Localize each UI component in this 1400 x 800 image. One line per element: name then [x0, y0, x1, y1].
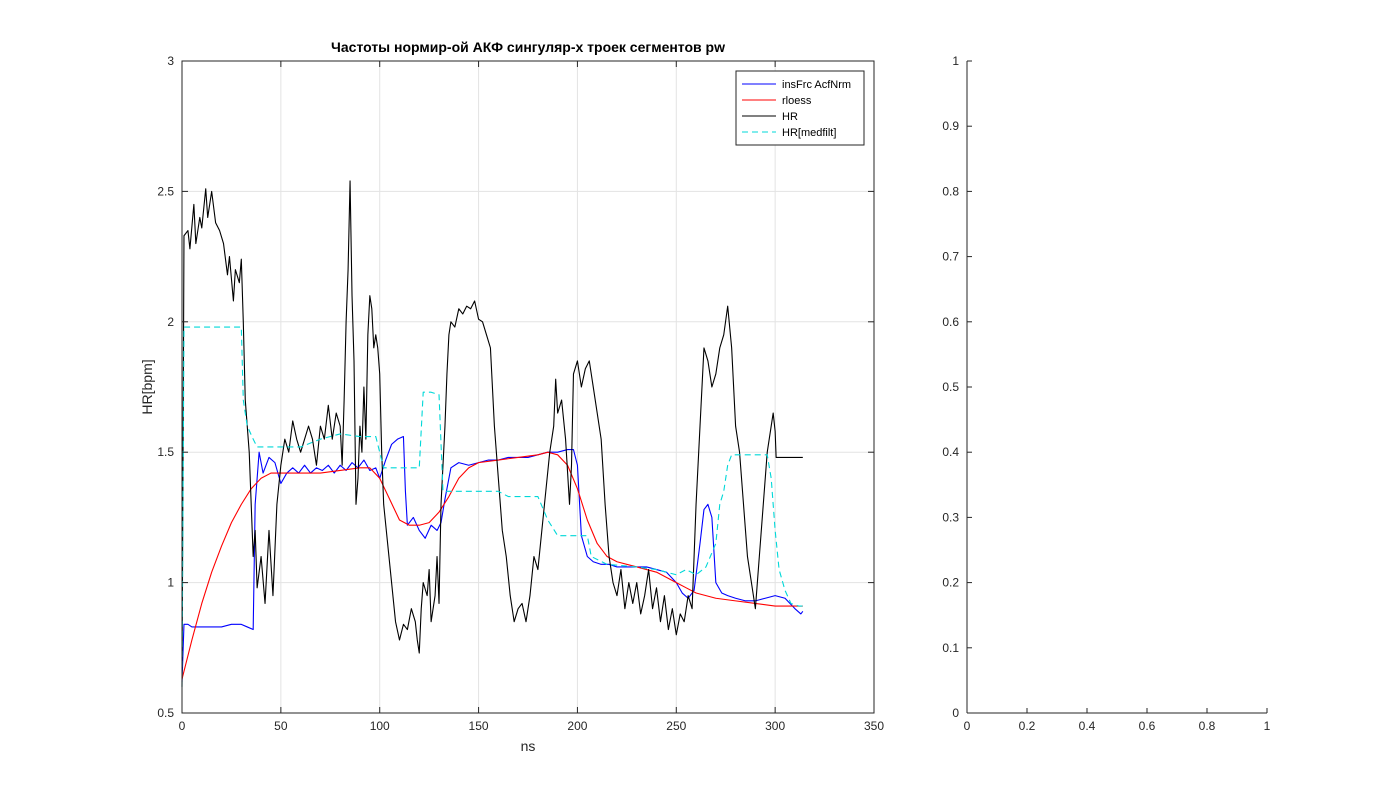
x-tick-label: 50	[274, 719, 288, 733]
right-tick-labels: 0 0.2 0.4 0.6 0.8 1 0 0.1 0.2 0.3 0.4 0.5 0.6 0.7 0.8 0…	[942, 54, 1270, 733]
right-axes: 0 0.2 0.4 0.6 0.8 1 0 0.1 0.2 0.3 0.4 0.5 0.6 0.7 0.8 0…	[942, 54, 1270, 733]
x-tick-label: 200	[567, 719, 587, 733]
main-plot-lines	[181, 180, 804, 687]
series-line-3	[181, 326, 803, 687]
right-x-tick-label: 0.6	[1139, 719, 1156, 733]
right-x-tick-label: 0	[964, 719, 971, 733]
right-y-tick-label: 0.2	[942, 576, 959, 590]
right-y-tick-label: 0.5	[942, 380, 959, 394]
right-y-tick-label: 0.6	[942, 315, 959, 329]
series-line-1	[181, 451, 803, 680]
legend-entry-label: HR[medfilt]	[782, 127, 836, 139]
right-axes-frame	[966, 60, 1268, 714]
right-x-tick-label: 0.2	[1019, 719, 1036, 733]
x-tick-label: 250	[666, 719, 686, 733]
y-tick-label: 1.5	[157, 445, 174, 459]
main-axes-frame	[181, 60, 875, 714]
right-y-tick-label: 1	[952, 54, 959, 68]
x-tick-label: 0	[179, 719, 186, 733]
x-tick-label: 350	[864, 719, 884, 733]
main-tick-labels: 0 50 100 150 200 250 300 350 0.5 1 1.5 2 2.5 3	[157, 54, 884, 733]
main-grid	[181, 60, 875, 714]
right-y-tick-label: 0.7	[942, 250, 959, 264]
right-x-tick-label: 0.8	[1199, 719, 1216, 733]
right-x-tick-label: 0.4	[1079, 719, 1096, 733]
right-y-tick-label: 0	[952, 706, 959, 720]
x-axis-label: ns	[521, 738, 536, 754]
y-tick-label: 2	[167, 315, 174, 329]
y-tick-label: 2.5	[157, 184, 174, 198]
legend-entry-label: rloess	[782, 95, 812, 107]
legend-box	[735, 70, 865, 146]
right-y-tick-label: 0.3	[942, 510, 959, 524]
y-tick-label: 0.5	[157, 706, 174, 720]
right-y-tick-label: 0.8	[942, 184, 959, 198]
main-axes-box	[181, 60, 875, 714]
y-tick-label: 1	[167, 576, 174, 590]
right-y-tick-label: 0.1	[942, 641, 959, 655]
legend: insFrc AcfNrm rloess HR HR[medfilt]	[735, 70, 865, 146]
x-tick-label: 150	[469, 719, 489, 733]
legend-entry-label: HR	[782, 111, 798, 123]
legend-entry-label: insFrc AcfNrm	[782, 79, 851, 91]
y-tick-label: 3	[167, 54, 174, 68]
x-tick-label: 300	[765, 719, 785, 733]
right-y-tick-label: 0.4	[942, 445, 959, 459]
series-line-0	[181, 436, 804, 682]
right-plot-area	[967, 61, 1267, 713]
x-tick-label: 100	[370, 719, 390, 733]
series-line-2	[181, 180, 803, 687]
main-plot-area	[182, 61, 874, 713]
right-x-tick-label: 1	[1264, 719, 1271, 733]
main-axes: 0 50 100 150 200 250 300 350 0.5 1 1.5 2 2.5 3 Частот…	[139, 39, 884, 754]
chart-title: Частоты нормир-ой АКФ сингуляр-х троек с…	[331, 39, 725, 55]
right-y-tick-label: 0.9	[942, 119, 959, 133]
y-axis-label: HR[bpm]	[139, 359, 155, 414]
